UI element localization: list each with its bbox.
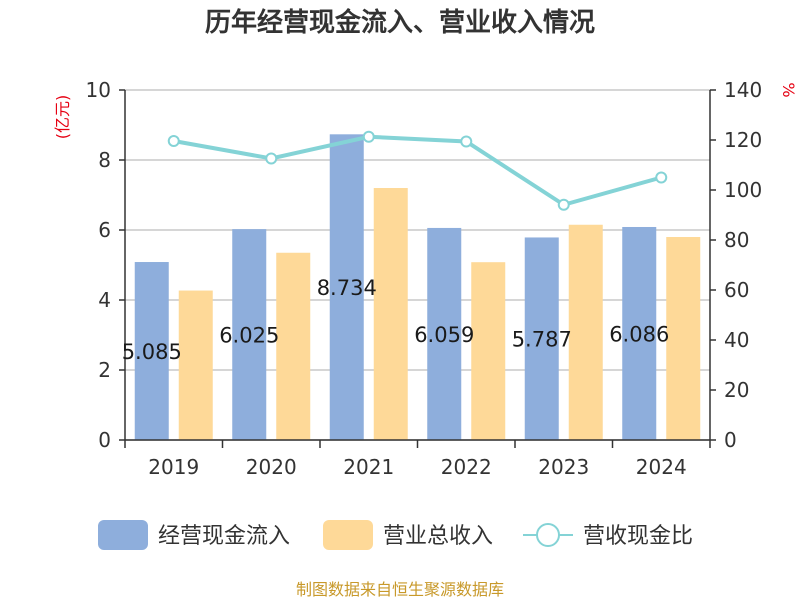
y-right-tick-label: 60 bbox=[724, 278, 749, 302]
bar-cash-inflow bbox=[622, 226, 657, 440]
y-right-tick-label: 120 bbox=[724, 128, 762, 152]
bar-revenue bbox=[373, 188, 408, 440]
ratio-point bbox=[362, 130, 375, 143]
data-label-cash-inflow: 5.787 bbox=[512, 328, 572, 352]
data-label-cash-inflow: 5.085 bbox=[122, 340, 182, 364]
ratio-line-path bbox=[173, 134, 662, 207]
legend-label-ratio: 营收现金比 bbox=[583, 524, 693, 549]
y-right-tick-label: 80 bbox=[724, 228, 749, 252]
legend-label-cash-inflow: 经营现金流入 bbox=[158, 524, 290, 549]
y-right-tick-label: 0 bbox=[724, 428, 737, 452]
legend-swatch-revenue bbox=[323, 520, 373, 550]
bar-cash-inflow bbox=[329, 134, 364, 440]
axes bbox=[119, 89, 716, 448]
y-right-tick-label: 40 bbox=[724, 328, 749, 352]
x-tick-label: 2022 bbox=[441, 455, 492, 479]
legend-label-revenue: 营业总收入 bbox=[383, 524, 493, 549]
bar-revenue bbox=[568, 224, 603, 440]
x-tick-label: 2020 bbox=[246, 455, 297, 479]
ratio-point bbox=[265, 152, 278, 165]
chart-title: 历年经营现金流入、营业收入情况 bbox=[205, 7, 595, 38]
legend-swatch-cash-inflow bbox=[98, 520, 148, 550]
x-tick-label: 2023 bbox=[538, 455, 589, 479]
ratio-line bbox=[167, 130, 668, 211]
bar-revenue bbox=[178, 290, 213, 440]
y-left-tick-label: 8 bbox=[98, 148, 111, 172]
legend: 经营现金流入 营业总收入 营收现金比 bbox=[98, 520, 693, 550]
bar-revenue bbox=[471, 262, 506, 440]
bars bbox=[134, 134, 701, 440]
y-left-tick-label: 0 bbox=[98, 428, 111, 452]
data-label-cash-inflow: 6.086 bbox=[609, 322, 669, 346]
y-right-tick-label: 100 bbox=[724, 178, 762, 202]
y-left-tick-label: 6 bbox=[98, 218, 111, 242]
data-label-cash-inflow: 8.734 bbox=[317, 276, 377, 300]
ratio-point bbox=[655, 171, 668, 184]
legend-marker-ratio bbox=[536, 523, 560, 547]
y-right-tick-label: 20 bbox=[724, 378, 749, 402]
y-right-label: % bbox=[779, 82, 798, 97]
source-note: 制图数据来自恒生聚源数据库 bbox=[296, 580, 504, 599]
x-tick-label: 2024 bbox=[636, 455, 687, 479]
x-tick-label: 2019 bbox=[148, 455, 199, 479]
y-left-label: (亿元) bbox=[53, 95, 72, 140]
bar-cash-inflow bbox=[524, 237, 559, 440]
bar-cash-inflow bbox=[427, 227, 462, 440]
bar-revenue bbox=[276, 252, 311, 440]
y-right-tick-label: 140 bbox=[724, 78, 762, 102]
ratio-point bbox=[460, 135, 473, 148]
data-label-cash-inflow: 6.025 bbox=[219, 324, 279, 348]
ratio-point bbox=[557, 198, 570, 211]
data-label-cash-inflow: 6.059 bbox=[414, 323, 474, 347]
y-left-tick-label: 4 bbox=[98, 288, 111, 312]
bar-cash-inflow bbox=[232, 229, 267, 440]
bar-revenue bbox=[666, 237, 701, 440]
bar-cash-inflow bbox=[134, 262, 169, 440]
data-labels: 5.085 6.025 8.734 6.059 5.787 6.086 bbox=[122, 276, 670, 364]
y-left-tick-label: 10 bbox=[86, 78, 111, 102]
x-tick-label: 2021 bbox=[343, 455, 394, 479]
y-left-tick-label: 2 bbox=[98, 358, 111, 382]
ratio-point bbox=[167, 135, 180, 147]
